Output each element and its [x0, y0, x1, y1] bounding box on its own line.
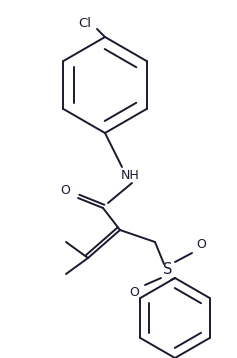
Text: O: O — [129, 286, 139, 300]
Text: Cl: Cl — [78, 16, 91, 29]
Text: O: O — [60, 184, 70, 197]
Text: NH: NH — [121, 169, 139, 182]
Text: O: O — [196, 238, 206, 252]
Text: S: S — [163, 262, 173, 277]
